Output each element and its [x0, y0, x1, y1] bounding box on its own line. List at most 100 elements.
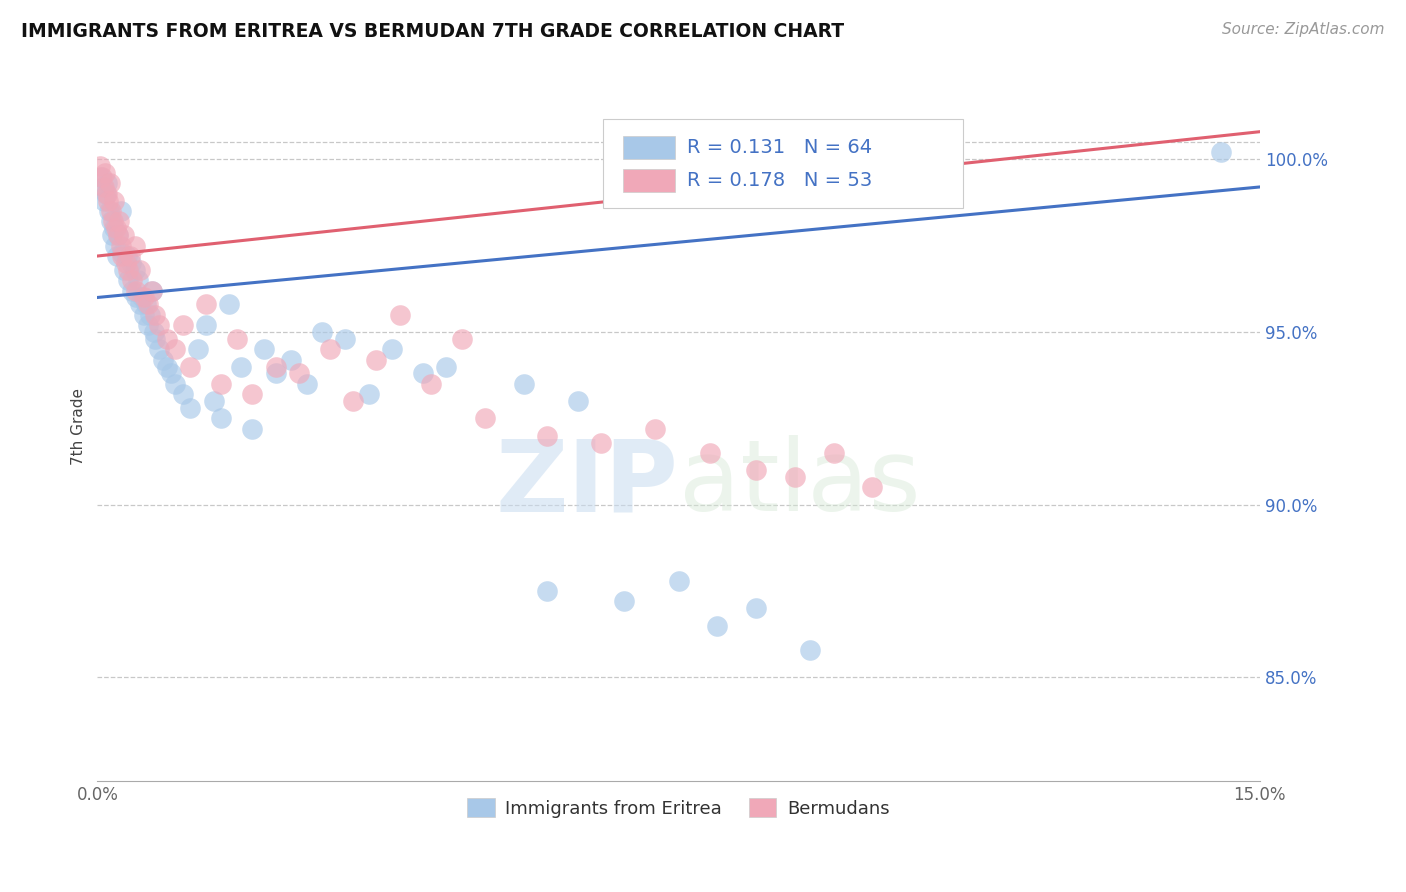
- Point: [474, 411, 496, 425]
- Point: [136, 318, 159, 332]
- Point: [104, 238, 127, 252]
- Point: [335, 332, 357, 346]
- Point: [381, 343, 404, 357]
- Point: [860, 480, 883, 494]
- Point: [264, 359, 287, 374]
- Point: [103, 221, 125, 235]
- Point: [218, 297, 240, 311]
- Point: [450, 332, 472, 346]
- Point: [229, 359, 252, 374]
- Point: [98, 177, 121, 191]
- Point: [107, 228, 129, 243]
- Point: [124, 263, 146, 277]
- Point: [121, 284, 143, 298]
- Point: [512, 376, 534, 391]
- Point: [142, 325, 165, 339]
- Point: [179, 401, 201, 415]
- Point: [115, 256, 138, 270]
- Point: [111, 249, 134, 263]
- Point: [129, 297, 152, 311]
- Point: [342, 394, 364, 409]
- Point: [388, 308, 411, 322]
- Point: [295, 376, 318, 391]
- Point: [100, 214, 122, 228]
- Point: [131, 290, 153, 304]
- Point: [156, 359, 179, 374]
- Point: [127, 273, 149, 287]
- Point: [194, 318, 217, 332]
- Point: [97, 194, 120, 208]
- Point: [125, 290, 148, 304]
- Point: [101, 214, 124, 228]
- Point: [412, 367, 434, 381]
- Text: ZIP: ZIP: [496, 435, 679, 533]
- Text: R = 0.131   N = 64: R = 0.131 N = 64: [686, 138, 872, 157]
- Point: [132, 290, 155, 304]
- Point: [202, 394, 225, 409]
- Point: [117, 273, 139, 287]
- Point: [114, 228, 136, 243]
- Point: [613, 594, 636, 608]
- Point: [107, 228, 129, 243]
- Point: [280, 352, 302, 367]
- Point: [124, 238, 146, 252]
- Point: [187, 343, 209, 357]
- Point: [145, 308, 167, 322]
- Point: [434, 359, 457, 374]
- Point: [264, 367, 287, 381]
- Point: [253, 343, 276, 357]
- Point: [148, 343, 170, 357]
- Point: [94, 166, 117, 180]
- Point: [136, 297, 159, 311]
- Point: [536, 428, 558, 442]
- Point: [93, 180, 115, 194]
- Point: [98, 204, 121, 219]
- Point: [141, 284, 163, 298]
- Point: [90, 169, 112, 184]
- Point: [745, 601, 768, 615]
- Point: [135, 297, 157, 311]
- Point: [163, 376, 186, 391]
- Point: [111, 245, 134, 260]
- Point: [225, 332, 247, 346]
- Point: [152, 352, 174, 367]
- Point: [129, 263, 152, 277]
- Point: [179, 359, 201, 374]
- Point: [644, 422, 666, 436]
- Point: [91, 169, 114, 184]
- Point: [104, 221, 127, 235]
- Point: [120, 256, 142, 270]
- Point: [156, 332, 179, 346]
- Point: [366, 352, 388, 367]
- Point: [288, 367, 311, 381]
- Point: [209, 411, 232, 425]
- Point: [94, 186, 117, 201]
- Point: [799, 642, 821, 657]
- Point: [567, 394, 589, 409]
- Point: [783, 470, 806, 484]
- Point: [706, 618, 728, 632]
- Point: [105, 249, 128, 263]
- Point: [591, 435, 613, 450]
- Point: [823, 446, 845, 460]
- Point: [240, 422, 263, 436]
- Point: [148, 318, 170, 332]
- Point: [1211, 145, 1233, 160]
- Point: [103, 194, 125, 208]
- Point: [114, 263, 136, 277]
- Point: [419, 376, 441, 391]
- Point: [93, 194, 115, 208]
- Point: [163, 343, 186, 357]
- Point: [209, 376, 232, 391]
- Point: [89, 159, 111, 173]
- Point: [121, 273, 143, 287]
- Legend: Immigrants from Eritrea, Bermudans: Immigrants from Eritrea, Bermudans: [460, 791, 897, 825]
- Point: [194, 297, 217, 311]
- Point: [668, 574, 690, 588]
- Text: R = 0.178   N = 53: R = 0.178 N = 53: [686, 171, 872, 190]
- Point: [110, 238, 132, 252]
- Point: [96, 177, 118, 191]
- Point: [101, 228, 124, 243]
- FancyBboxPatch shape: [603, 119, 963, 208]
- Point: [536, 584, 558, 599]
